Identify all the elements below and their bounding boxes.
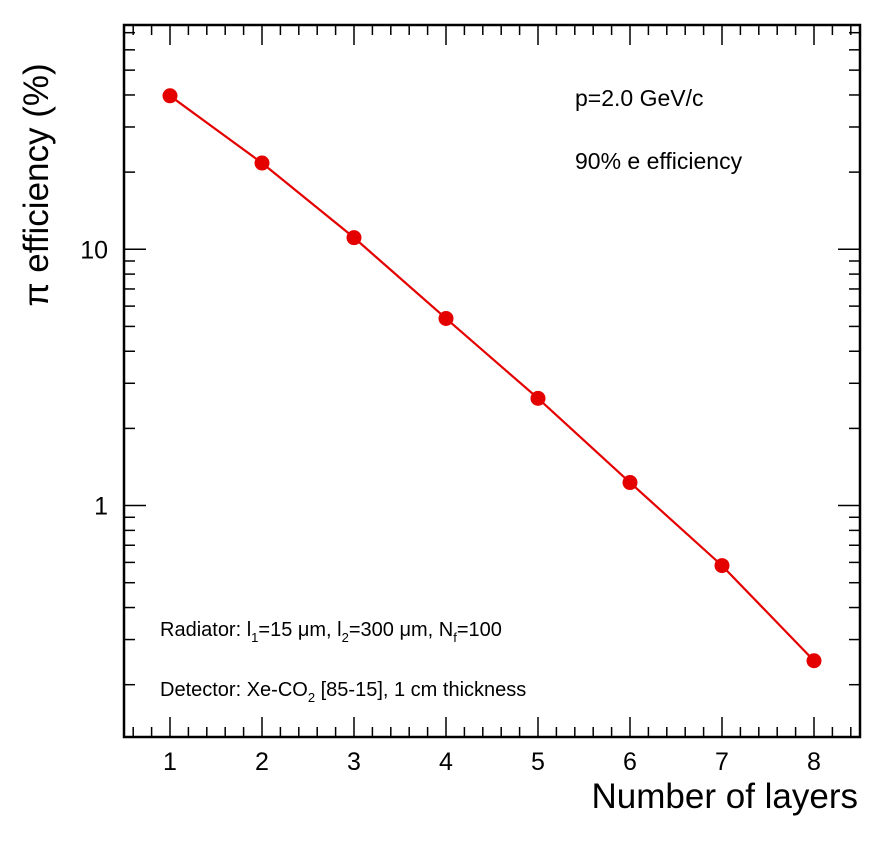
annotation: Detector: Xe-CO2 [85-15], 1 cm thickness <box>160 679 526 705</box>
x-tick-label: 2 <box>255 748 269 776</box>
annotation: 90% e efficiency <box>575 148 743 174</box>
x-tick-label: 1 <box>163 748 177 776</box>
data-point <box>530 390 546 406</box>
annotation-text: Radiator: l <box>160 619 251 641</box>
plot-frame <box>122 23 862 739</box>
x-tick-label: 5 <box>531 748 545 776</box>
annotation-text: =100 <box>457 619 502 641</box>
annotation-text: [85-15], 1 cm thickness <box>315 679 526 701</box>
x-tick-label: 3 <box>347 748 361 776</box>
annotation-text: 90% e efficiency <box>575 148 743 174</box>
x-tick-label: 6 <box>623 748 637 776</box>
data-point <box>806 653 822 669</box>
x-axis-label: Number of layers <box>592 777 858 816</box>
y-tick-label: 1 <box>94 493 108 521</box>
annotation-subscript: f <box>453 630 457 645</box>
data-point <box>162 88 178 104</box>
x-tick-label: 8 <box>807 748 821 776</box>
data-point <box>438 310 454 326</box>
x-tick-label: 7 <box>715 748 729 776</box>
annotation-text: =15 μm, l <box>258 619 341 641</box>
annotation: Radiator: l1=15 μm, l2=300 μm, Nf=100 <box>160 619 502 645</box>
y-tick-label: 10 <box>80 236 108 264</box>
annotation-text: Detector: Xe-CO <box>160 679 308 701</box>
annotation-text: =300 μm, N <box>349 619 453 641</box>
data-point <box>346 230 362 246</box>
x-tick-label: 4 <box>439 748 453 776</box>
annotation-text: p=2.0 GeV/c <box>575 85 704 111</box>
annotation-subscript: 2 <box>342 630 349 645</box>
data-point <box>714 558 730 574</box>
annotation: p=2.0 GeV/c <box>575 85 704 111</box>
series-line <box>169 94 815 662</box>
data-point <box>622 475 638 491</box>
annotation-subscript: 1 <box>251 630 258 645</box>
data-point <box>254 155 270 171</box>
y-axis-label: π efficiency (%) <box>17 63 56 306</box>
annotation-subscript: 2 <box>308 690 315 705</box>
